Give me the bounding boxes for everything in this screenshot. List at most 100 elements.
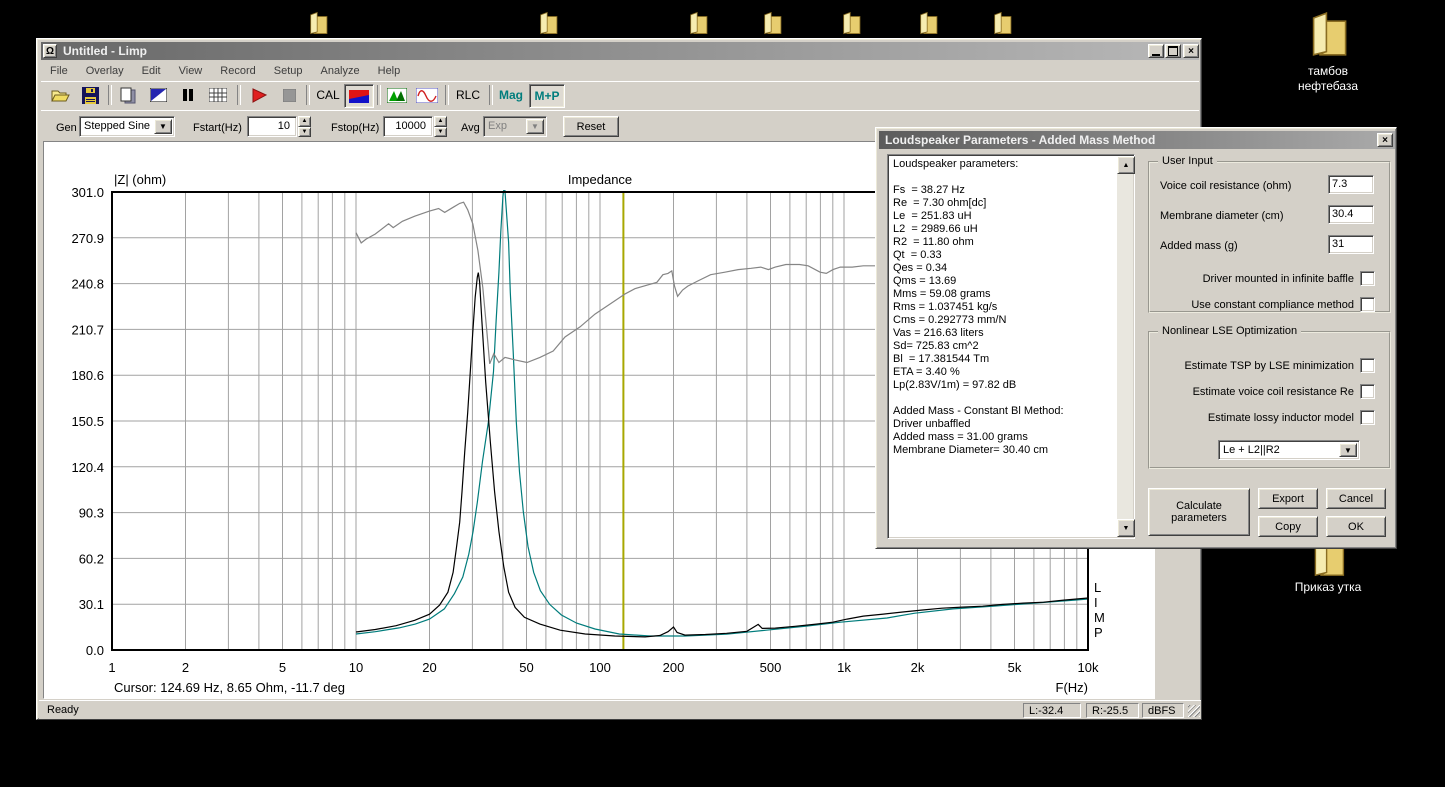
chevron-down-icon[interactable]: ▼: [1339, 443, 1357, 457]
cancel-button[interactable]: Cancel: [1326, 488, 1386, 509]
open-button[interactable]: [47, 84, 73, 106]
generator-button[interactable]: [413, 84, 441, 106]
checkbox-label: Driver mounted in infinite baffle: [1202, 272, 1354, 285]
cal-button[interactable]: CAL: [316, 88, 340, 102]
desktop-folder-icon[interactable]: [989, 8, 1015, 40]
menu-record[interactable]: Record: [220, 65, 256, 77]
impedance-chart[interactable]: 301.0 270.9 240.8 210.7 180.6 150.5 120.4 90.3 6…: [44, 142, 1154, 698]
app-icon: Ω: [43, 44, 57, 58]
menu-file[interactable]: File: [50, 65, 68, 77]
avg-combo[interactable]: Exp ▼: [483, 116, 547, 137]
estimate-re-checkbox[interactable]: [1360, 384, 1375, 399]
desktop-folder-icon[interactable]: [838, 8, 864, 40]
membrane-diameter-input[interactable]: 30.4: [1328, 205, 1374, 224]
menu-analyze[interactable]: Analyze: [320, 65, 360, 77]
y-tick-label: 150.5: [71, 414, 104, 429]
checkbox-label: Estimate voice coil resistance Re: [1192, 385, 1354, 398]
inductor-model-combo[interactable]: Le + L2||R2 ▼: [1218, 440, 1360, 460]
desktop-folder-icon[interactable]: [685, 8, 711, 40]
rlc-button[interactable]: RLC: [455, 88, 480, 102]
fstart-input[interactable]: 10: [247, 116, 297, 137]
maximize-button[interactable]: [1165, 44, 1181, 58]
ok-button[interactable]: OK: [1326, 516, 1386, 537]
desktop-icon-tambov[interactable]: тамбов нефтебаза: [1258, 8, 1398, 100]
toolbar-separator: [108, 85, 112, 105]
save-button[interactable]: [77, 84, 103, 106]
toolbar-separator: [237, 85, 241, 105]
open-folder-icon: [51, 90, 70, 102]
chevron-down-icon[interactable]: ▼: [154, 119, 172, 134]
fstart-stepper[interactable]: ▲ ▼: [298, 116, 311, 137]
desktop-top-folders: [0, 0, 1445, 40]
resize-grip[interactable]: [1188, 705, 1200, 717]
series-impedance-magnitude-added-mass: [355, 272, 1088, 638]
copy-page-button[interactable]: [115, 84, 141, 106]
infinite-baffle-checkbox[interactable]: [1360, 271, 1375, 286]
menu-view[interactable]: View: [178, 65, 203, 77]
invert-background-button[interactable]: [145, 84, 171, 106]
reset-button[interactable]: Reset: [563, 116, 619, 137]
table-view-button[interactable]: [205, 84, 231, 106]
spectrum-view-button[interactable]: [344, 84, 374, 108]
voice-coil-resistance-input[interactable]: 7.3: [1328, 175, 1374, 194]
y-tick-label: 240.8: [71, 277, 104, 292]
x-tick-label: 1k: [837, 660, 851, 675]
fstop-stepper[interactable]: ▲ ▼: [434, 116, 447, 137]
dialog-titlebar[interactable]: Loudspeaker Parameters - Added Mass Meth…: [879, 131, 1395, 149]
generator-type-value: Stepped Sine: [84, 120, 151, 132]
lossy-inductor-checkbox[interactable]: [1360, 410, 1375, 425]
toolbar-separator: [445, 85, 449, 105]
minimize-button[interactable]: [1148, 44, 1164, 58]
status-unit: dBFS: [1142, 703, 1184, 718]
x-axis-title: F(Hz): [1056, 680, 1089, 695]
y-tick-label: 301.0: [71, 185, 104, 200]
menu-setup[interactable]: Setup: [273, 65, 303, 77]
copy-button[interactable]: Copy: [1258, 516, 1318, 537]
lse-optimization-group: Nonlinear LSE Optimization Estimate TSP …: [1148, 325, 1391, 469]
generator-type-combo[interactable]: Stepped Sine ▼: [79, 116, 175, 137]
scrollbar[interactable]: ▲ ▼: [1117, 156, 1135, 537]
scroll-up-icon[interactable]: ▲: [1117, 156, 1135, 174]
spin-down-icon: ▼: [298, 126, 311, 137]
user-input-group: User Input Voice coil resistance (ohm) 7…: [1148, 155, 1391, 313]
overlay-view-button[interactable]: [383, 84, 411, 106]
added-mass-input[interactable]: 31: [1328, 235, 1374, 254]
sine-wave-icon: [416, 87, 438, 103]
x-tick-label: 200: [663, 660, 685, 675]
desktop-folder-icon[interactable]: [305, 8, 331, 40]
menu-help[interactable]: Help: [377, 65, 401, 77]
stop-button[interactable]: [275, 84, 303, 106]
menu-bar: File Overlay Edit View Record Setup Analyze Hel…: [41, 61, 1199, 80]
limp-watermark: I: [1094, 595, 1098, 610]
menu-edit[interactable]: Edit: [141, 65, 161, 77]
x-tick-label: 10: [349, 660, 363, 675]
menu-overlay[interactable]: Overlay: [85, 65, 124, 77]
scroll-down-icon[interactable]: ▼: [1117, 519, 1135, 537]
desktop-icon-label: нефтебаза: [1297, 79, 1359, 93]
fstop-value: 10000: [395, 120, 426, 132]
y-tick-label: 60.2: [79, 551, 104, 566]
inductor-model-value: Le + L2||R2: [1223, 444, 1280, 456]
parameters-textbox[interactable]: Loudspeaker parameters: Fs = 38.27 Hz Re…: [887, 154, 1135, 539]
constant-compliance-checkbox[interactable]: [1360, 297, 1375, 312]
toolbar: CAL RLC Mag M+P: [41, 81, 1199, 109]
estimate-tsp-checkbox[interactable]: [1360, 358, 1375, 373]
y-tick-label: 120.4: [71, 460, 104, 475]
calculate-parameters-button[interactable]: Calculate parameters: [1148, 488, 1250, 536]
checkbox-label: Use constant compliance method: [1191, 298, 1354, 311]
desktop-folder-icon[interactable]: [535, 8, 561, 40]
mag-view-button[interactable]: Mag: [499, 88, 523, 102]
spin-up-icon: ▲: [434, 116, 447, 127]
desktop-folder-icon[interactable]: [915, 8, 941, 40]
y-tick-label: 270.9: [71, 231, 104, 246]
export-button[interactable]: Export: [1258, 488, 1318, 509]
spin-down-icon: ▼: [434, 126, 447, 137]
close-button[interactable]: ×: [1183, 44, 1199, 58]
fstop-input[interactable]: 10000: [383, 116, 433, 137]
pause-button[interactable]: [175, 84, 201, 106]
play-button[interactable]: [245, 84, 273, 106]
dialog-close-button[interactable]: ×: [1377, 133, 1393, 147]
mag-phase-view-button[interactable]: M+P: [529, 84, 565, 108]
desktop-folder-icon[interactable]: [759, 8, 785, 40]
window-titlebar[interactable]: Ω Untitled - Limp ×: [41, 42, 1199, 60]
